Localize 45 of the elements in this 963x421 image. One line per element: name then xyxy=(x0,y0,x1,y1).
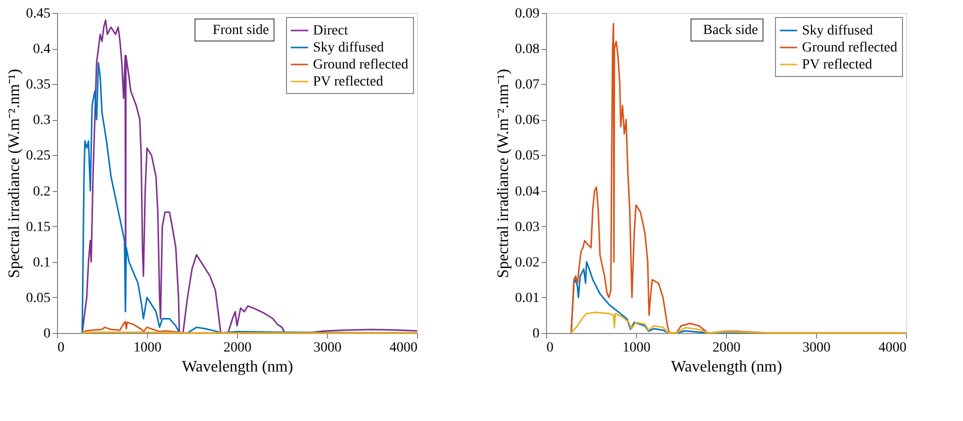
y-axis-title: Spectral irradiance (W.m⁻².nm⁻¹) xyxy=(495,68,512,278)
x-tick-label: 1000 xyxy=(134,340,162,356)
y-tick-label: 0.03 xyxy=(515,220,540,235)
x-axis-title: Wavelength (nm) xyxy=(182,358,294,376)
x-tick-label: 4000 xyxy=(390,340,418,356)
y-tick-label: 0.06 xyxy=(515,113,540,128)
y-tick-label: 0.2 xyxy=(33,184,50,200)
x-tick-label: 0 xyxy=(546,340,554,356)
y-tick-label: 0.1 xyxy=(33,255,50,270)
y-tick-label: 0.05 xyxy=(515,148,540,164)
y-tick-label: 0.15 xyxy=(26,220,50,235)
x-tick-label: 0 xyxy=(58,340,64,356)
y-tick-label: 0 xyxy=(44,326,50,342)
legend-label: Ground reflected xyxy=(313,58,408,72)
y-tick-label: 0.01 xyxy=(515,290,540,306)
y-axis-title: Spectral irradiance (W.m⁻².nm⁻¹) xyxy=(6,68,23,278)
line-series xyxy=(570,312,907,334)
y-tick-label: 0.04 xyxy=(515,184,540,200)
y-tick-label: 0.25 xyxy=(26,148,50,164)
legend-label: Direct xyxy=(313,24,348,38)
y-tick-label: 0.05 xyxy=(26,290,50,306)
x-tick-label: 3000 xyxy=(314,340,342,356)
x-tick-label: 1000 xyxy=(622,340,650,356)
legend-label: PV reflected xyxy=(802,58,872,72)
y-tick-label: 0.08 xyxy=(515,42,540,58)
y-tick-label: 0.45 xyxy=(26,6,50,22)
y-tick-label: 0.4 xyxy=(33,42,50,58)
legend-label: Sky diffused xyxy=(313,40,384,56)
y-tick-label: 0.09 xyxy=(515,6,540,22)
legend-label: PV reflected xyxy=(313,74,384,90)
x-axis-title: Wavelength (nm) xyxy=(670,358,782,376)
y-tick-label: 0.02 xyxy=(515,255,540,270)
legend-label: Sky diffused xyxy=(802,24,873,38)
x-tick-label: 2000 xyxy=(712,340,740,356)
x-tick-label: 3000 xyxy=(802,340,830,356)
annotation: Front side xyxy=(212,23,269,38)
x-tick-label: 2000 xyxy=(224,340,252,356)
y-tick-label: 0.3 xyxy=(33,113,50,128)
y-tick-label: 0.07 xyxy=(515,78,540,93)
line-series xyxy=(81,320,418,334)
y-tick-label: 0.35 xyxy=(26,78,50,93)
legend-label: Ground reflected xyxy=(802,40,898,56)
x-tick-label: 4000 xyxy=(878,340,906,356)
annotation: Back side xyxy=(703,23,758,38)
y-tick-label: 0 xyxy=(532,326,540,342)
